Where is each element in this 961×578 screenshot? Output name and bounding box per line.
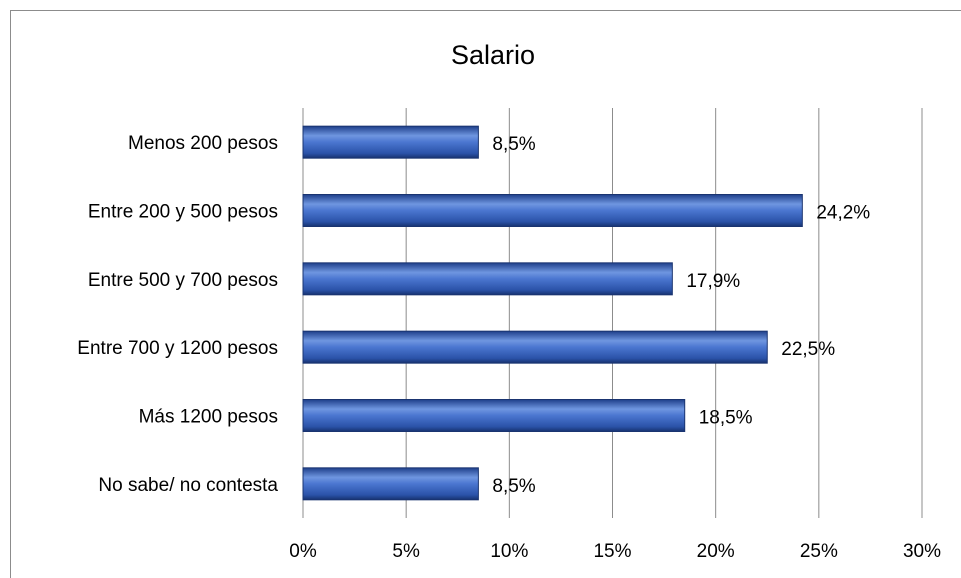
x-tick-label: 15% (593, 541, 631, 562)
data-label: 18,5% (699, 408, 753, 429)
x-tick-label: 25% (800, 541, 838, 562)
y-tick-label: Entre 200 y 500 pesos (88, 202, 278, 223)
bar (302, 330, 768, 364)
y-tick-label: Menos 200 pesos (128, 133, 278, 154)
data-label: 8,5% (492, 476, 535, 497)
x-tick-label: 20% (697, 541, 735, 562)
y-tick-label: Entre 500 y 700 pesos (88, 270, 278, 291)
bar (302, 262, 673, 296)
bar (302, 399, 686, 432)
y-tick-label: Más 1200 pesos (139, 407, 278, 428)
chart-title: Salario (451, 40, 535, 70)
data-label: 17,9% (686, 271, 740, 292)
data-label: 24,2% (816, 203, 870, 224)
data-label: 22,5% (781, 339, 835, 360)
bar (302, 467, 479, 501)
bar (302, 194, 803, 227)
x-tick-label: 30% (903, 541, 941, 562)
x-tick-label: 10% (490, 541, 528, 562)
y-tick-label: No sabe/ no contesta (98, 475, 278, 496)
data-label: 8,5% (492, 134, 535, 155)
x-tick-label: 0% (289, 541, 317, 562)
x-tick-label: 5% (392, 541, 420, 562)
bar (302, 125, 479, 159)
y-tick-label: Entre 700 y 1200 pesos (77, 338, 278, 359)
